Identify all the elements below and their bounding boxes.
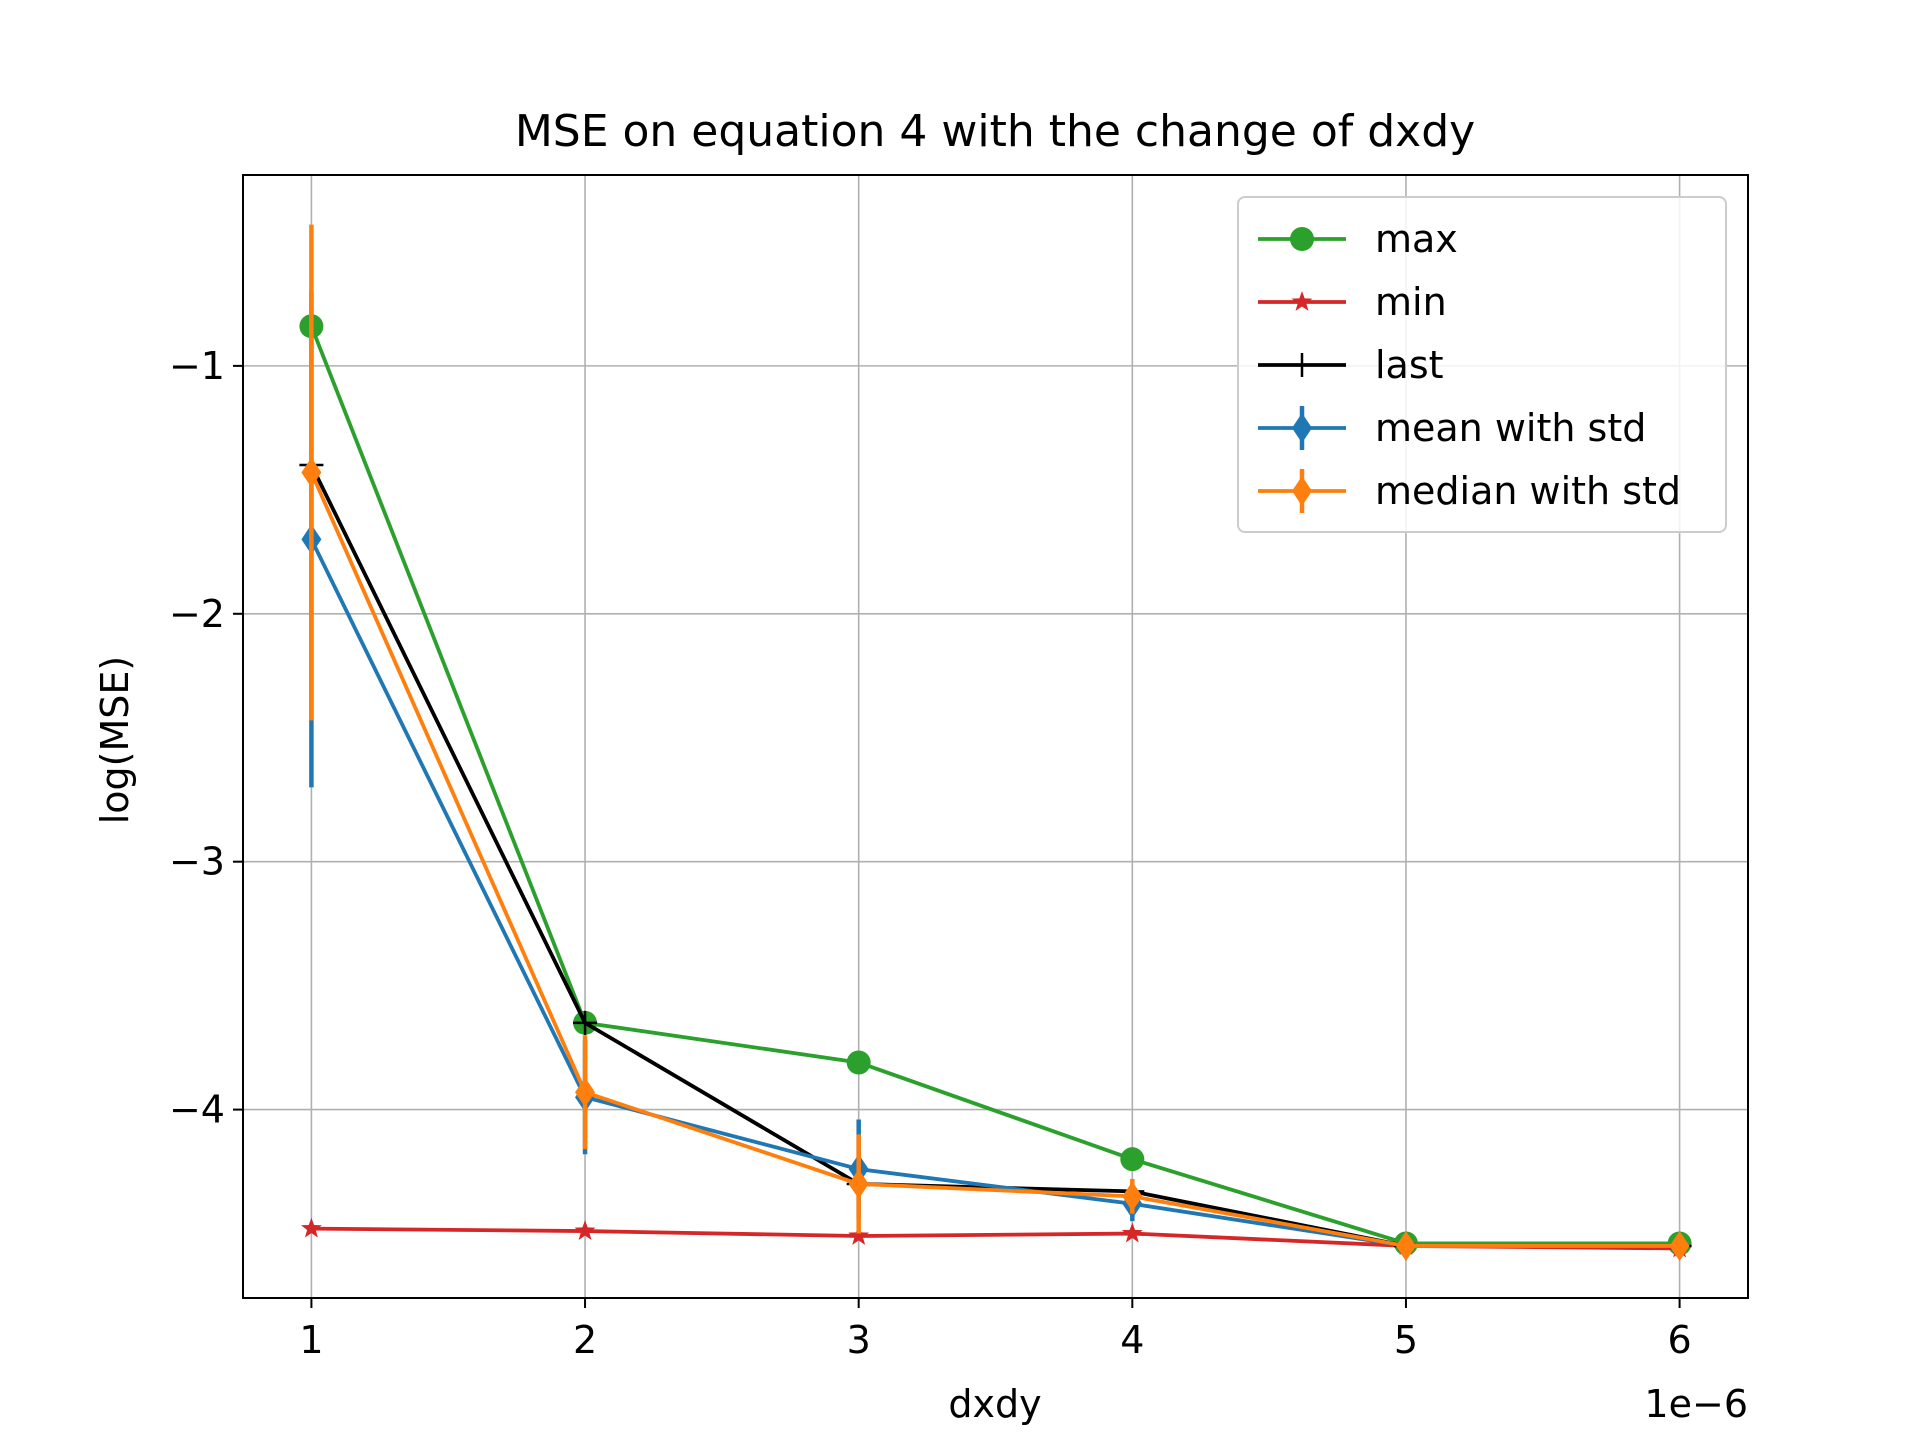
data-point-median-with-std [1395, 1230, 1416, 1261]
series-line-median-with-std [309, 471, 1680, 1248]
data-point-median-with-std [1122, 1181, 1143, 1212]
series-line-max [309, 325, 1680, 1246]
x-offset-label: 1e−6 [1644, 1382, 1748, 1426]
data-point-min [574, 1220, 596, 1240]
legend-label: min [1375, 280, 1447, 324]
chart-title: MSE on equation 4 with the change of dxd… [515, 106, 1475, 157]
y-tick-label: −4 [169, 1088, 225, 1132]
data-point-max [1120, 1147, 1145, 1172]
legend-marker [1290, 353, 1314, 377]
data-point-median-with-std [575, 1077, 596, 1108]
plot-series [299, 224, 1692, 1261]
x-tick-label: 4 [1120, 1318, 1144, 1362]
x-tick-label: 2 [573, 1318, 597, 1362]
data-point-min [848, 1225, 870, 1245]
data-point-median-with-std [848, 1168, 869, 1199]
data-point-last [573, 1010, 598, 1035]
plot-frame [242, 174, 1749, 1299]
data-point-median-with-std [1669, 1230, 1690, 1261]
y-tick-label: −2 [169, 592, 225, 636]
data-point-min [300, 1217, 322, 1238]
data-point-min [1121, 1222, 1143, 1243]
legend-item: min [1258, 280, 1447, 324]
legend-marker [1290, 227, 1314, 251]
legend-label: max [1375, 217, 1458, 261]
legend-label: mean with std [1375, 406, 1646, 450]
legend-item: mean with std [1258, 406, 1646, 450]
y-tick-label: −1 [169, 344, 225, 388]
legend-marker [1292, 476, 1312, 506]
y-axis-label: log(MSE) [93, 656, 137, 825]
legend: max min last mean with std median with std [1237, 196, 1727, 533]
y-tick-label: −3 [169, 840, 225, 884]
legend-label: last [1375, 343, 1444, 387]
legend-item: max [1258, 217, 1458, 261]
x-axis-label: dxdy [948, 1382, 1041, 1426]
legend-box [1237, 196, 1727, 533]
legend-marker [1291, 291, 1313, 311]
data-point-max [846, 1050, 871, 1075]
x-tick-label: 6 [1667, 1318, 1691, 1362]
series-median-with-std [301, 224, 1690, 1261]
x-tick-label: 5 [1394, 1318, 1418, 1362]
legend-label: median with std [1375, 469, 1681, 513]
x-tick-label: 1 [299, 1318, 323, 1362]
x-tick-label: 3 [847, 1318, 871, 1362]
ticks: 1 2 3 4 5 6 −1 −2 −3 −4 [169, 344, 1692, 1362]
data-point-median-with-std [301, 457, 322, 488]
legend-marker [1292, 413, 1312, 443]
legend-item: median with std [1258, 469, 1681, 513]
legend-item: last [1258, 343, 1444, 387]
